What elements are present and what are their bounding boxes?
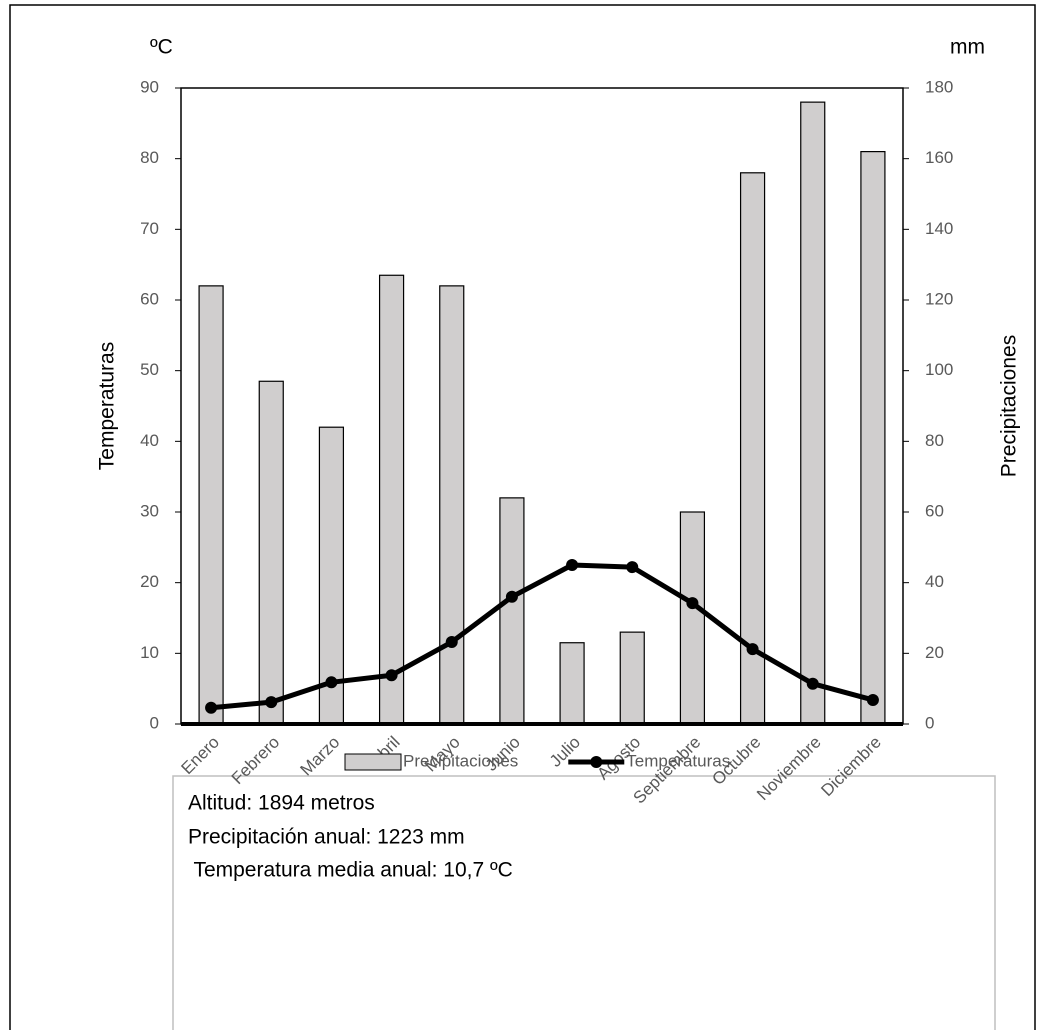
marker: [385, 669, 398, 682]
y2-tick-label: 100: [925, 360, 953, 379]
y2-tick-label: 180: [925, 77, 953, 96]
marker: [505, 590, 518, 603]
y-unit: ºC: [150, 36, 173, 59]
line: [210, 562, 874, 711]
legend-label: Precipitaciones: [403, 751, 518, 770]
y-tick-label: 30: [140, 501, 159, 520]
marker: [686, 597, 699, 610]
info-line: Precipitación anual: 1223 mm: [188, 826, 465, 849]
marker: [806, 677, 819, 690]
info-line: Temperatura media anual: 10,7 ºC: [188, 859, 513, 882]
info-box: [172, 775, 996, 1030]
bar: [559, 642, 585, 725]
y2-tick-label: 140: [925, 219, 953, 238]
bar: [258, 380, 284, 725]
y-tick-label: 20: [140, 572, 159, 591]
marker: [626, 561, 639, 574]
bar: [800, 101, 826, 725]
y2-unit: mm: [950, 36, 985, 59]
legend-label: Temperaturas: [626, 751, 730, 770]
info-line: Altitud: 1894 metros: [188, 792, 375, 815]
y-tick-label: 90: [140, 77, 159, 96]
y2-tick-label: 40: [925, 572, 944, 591]
bar: [318, 426, 345, 725]
bar: [499, 497, 525, 725]
legend-swatch: [344, 753, 402, 771]
y2-tick-label: 160: [925, 148, 953, 167]
y-tick-label: 0: [150, 713, 159, 732]
marker: [866, 693, 879, 706]
bar: [439, 285, 465, 725]
bar: [378, 274, 405, 725]
marker: [205, 701, 218, 714]
y-tick-label: 80: [140, 148, 159, 167]
legend-swatch: [590, 756, 603, 768]
y-tick-label: 70: [140, 219, 159, 238]
y-tick-label: 40: [140, 431, 159, 450]
y-tick-label: 10: [140, 643, 159, 662]
marker: [325, 676, 338, 689]
y-tick-label: 50: [140, 360, 159, 379]
y-tick-label: 60: [140, 289, 159, 308]
bar: [739, 172, 766, 725]
y-axis-title: Temperaturas: [96, 342, 119, 470]
y2-tick-label: 120: [925, 289, 953, 308]
y2-axis-title: Precipitaciones: [998, 335, 1021, 477]
marker: [746, 643, 759, 656]
bar: [619, 631, 645, 725]
marker: [265, 696, 278, 709]
bar: [679, 511, 706, 725]
marker: [566, 559, 579, 571]
y2-tick-label: 0: [925, 713, 934, 732]
y2-tick-label: 60: [925, 501, 944, 520]
marker: [445, 636, 458, 649]
y2-tick-label: 80: [925, 431, 944, 450]
bar: [198, 285, 224, 725]
bar: [860, 151, 886, 725]
y2-tick-label: 20: [925, 643, 944, 662]
